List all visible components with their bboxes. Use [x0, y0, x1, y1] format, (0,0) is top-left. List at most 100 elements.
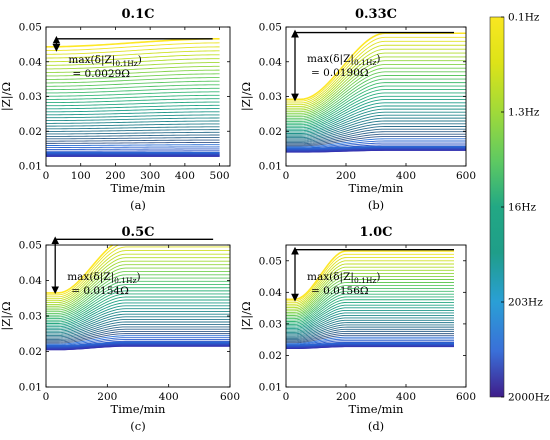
- series-line: [286, 111, 466, 136]
- series-line: [46, 114, 220, 119]
- y-tick-label: 0.03: [19, 311, 42, 323]
- annotation-line1: max(δ|Z|0.1Hz): [307, 271, 380, 285]
- y-tick-label: 0.02: [259, 350, 282, 362]
- x-tick-label: 0: [283, 170, 290, 182]
- series-line: [46, 321, 230, 338]
- series-line: [286, 307, 454, 329]
- series-line: [46, 131, 220, 135]
- series-line: [46, 342, 230, 347]
- series-line: [286, 282, 454, 316]
- series-line: [46, 84, 220, 91]
- series-line: [46, 345, 230, 350]
- series-line: [46, 58, 220, 66]
- series-line: [286, 260, 454, 305]
- series-line: [286, 40, 466, 104]
- series-line: [286, 279, 454, 315]
- series-line: [286, 276, 454, 313]
- axes-frame: [285, 244, 467, 388]
- series-line: [286, 123, 466, 141]
- series-line: [46, 141, 220, 144]
- series-line: [286, 85, 466, 124]
- x-axis-label: Time/min: [111, 181, 167, 195]
- panel-title: 0.5C: [122, 225, 155, 240]
- series-line: [46, 73, 220, 80]
- series-line: [46, 331, 230, 343]
- y-tick-label: 0.04: [19, 275, 43, 287]
- annotation-line1: max(δ|Z|0.1Hz): [307, 53, 380, 67]
- series-line: [286, 285, 454, 318]
- panel-4: 1.0C max(δ|Z|0.1Hz)= 0.0156Ω 0 200 400 600 0.0…: [239, 225, 476, 433]
- series-line: [46, 302, 230, 328]
- series-line: [286, 269, 454, 310]
- series-line: [286, 136, 466, 147]
- series-line: [286, 36, 466, 102]
- panel-2: 0.33C max(δ|Z|0.1Hz)= 0.0190Ω 0 200 400 600 0.…: [239, 7, 476, 212]
- colorbar-tick-label: 203Hz: [508, 297, 543, 309]
- y-tick-label: 0.04: [19, 56, 43, 68]
- series-line: [46, 137, 220, 140]
- series-line: [46, 267, 230, 309]
- y-tick-label: 0.01: [259, 161, 282, 173]
- series-line: [46, 253, 230, 302]
- series-line: [46, 250, 230, 300]
- series-line: [46, 126, 220, 130]
- series-line: [46, 342, 230, 348]
- y-tick-label: 0.03: [19, 91, 42, 103]
- series-line: [286, 293, 454, 322]
- x-axis-label: Time/min: [111, 402, 167, 416]
- series-line: [46, 337, 230, 346]
- y-tick-label: 0.05: [19, 22, 42, 34]
- y-tick-label: 0.04: [259, 56, 283, 68]
- panel-title: 0.33C: [355, 7, 397, 22]
- series-line: [286, 126, 466, 142]
- colorbar-tick-label: 2000Hz: [508, 392, 550, 404]
- x-tick-label: 600: [456, 170, 476, 182]
- annotation-line1: max(δ|Z|0.1Hz): [67, 271, 140, 285]
- series-line: [286, 326, 454, 339]
- series-line: [286, 78, 466, 121]
- series-line: [286, 332, 454, 343]
- series-line: [46, 245, 120, 296]
- series-line: [46, 117, 220, 122]
- series-line: [46, 144, 220, 146]
- series-line: [46, 62, 220, 70]
- x-tick-label: 200: [336, 391, 356, 403]
- y-tick-label: 0.01: [19, 161, 42, 173]
- y-tick-label: 0.02: [19, 126, 42, 138]
- series-line: [46, 264, 230, 307]
- series-line: [46, 345, 230, 351]
- series-line: [286, 312, 454, 332]
- series-line: [46, 98, 220, 104]
- series-line: [46, 343, 230, 349]
- series-line: [286, 309, 454, 331]
- series-line: [286, 52, 466, 109]
- series-line: [286, 250, 454, 301]
- series-line: [46, 308, 230, 331]
- series-line: [46, 120, 220, 124]
- series-line: [46, 108, 220, 113]
- series-line: [46, 319, 230, 336]
- series-line: [46, 311, 230, 332]
- y-axis-label: |Z|/Ω: [239, 82, 254, 111]
- series-line: [46, 326, 230, 340]
- series-line: [286, 105, 466, 133]
- series-line: [46, 123, 220, 127]
- series-line: [46, 293, 230, 323]
- colorbar: 0.1Hz 1.3Hz 16Hz 203Hz 2000Hz: [489, 12, 550, 404]
- series-line: [46, 69, 220, 77]
- annotation-line2: = 0.0154Ω: [71, 285, 129, 297]
- panel-3: 0.5C max(δ|Z|0.1Hz)= 0.0154Ω 0 200 400 600 0.0…: [0, 225, 240, 433]
- x-tick-label: 100: [71, 170, 91, 182]
- series-line: [286, 319, 454, 336]
- y-axis-label: |Z|/Ω: [0, 82, 14, 111]
- series-line: [286, 48, 466, 107]
- series-line: [46, 260, 230, 305]
- series-line: [46, 134, 220, 137]
- annotation-line2: = 0.0190Ω: [311, 67, 369, 79]
- series-line: [286, 330, 454, 342]
- series-line: [286, 296, 454, 324]
- panel-1: 0.1C max(δ|Z|0.1Hz)= 0.0029Ω 0 100 200 300 400…: [0, 7, 231, 212]
- series-line: [46, 257, 230, 303]
- x-tick-label: 600: [456, 391, 476, 403]
